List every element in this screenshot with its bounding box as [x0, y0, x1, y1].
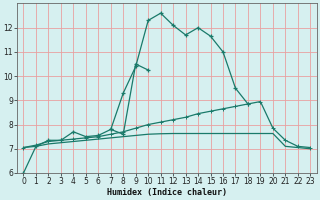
X-axis label: Humidex (Indice chaleur): Humidex (Indice chaleur)	[107, 188, 227, 197]
